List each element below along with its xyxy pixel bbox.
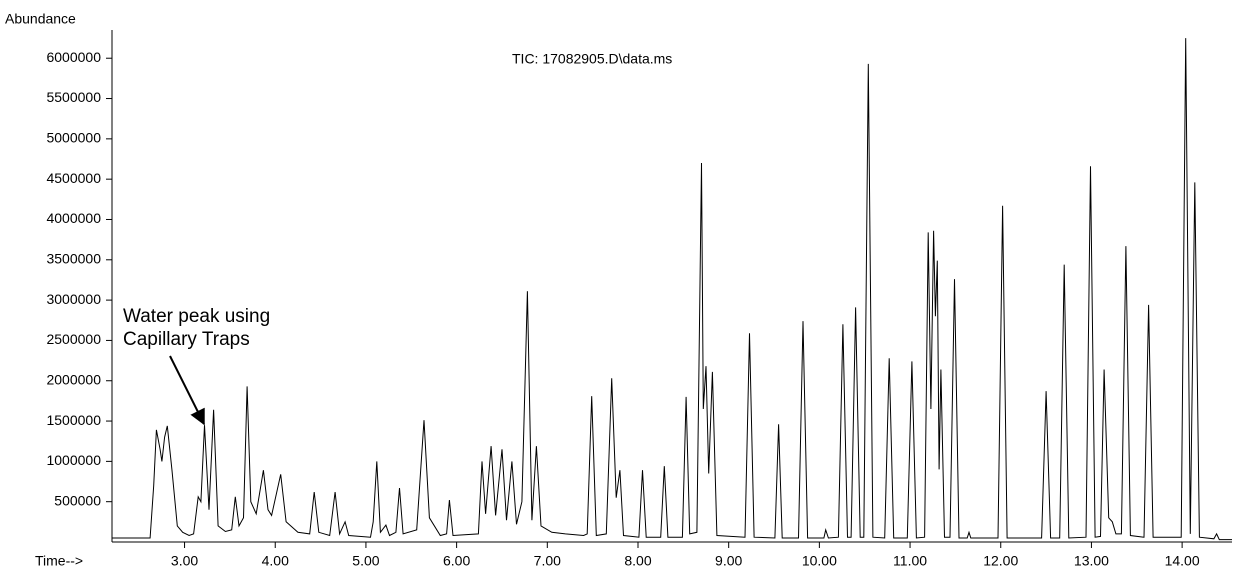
y-tick-label: 6000000	[46, 49, 101, 65]
y-tick-label: 500000	[54, 492, 101, 508]
y-tick-label: 2500000	[46, 331, 101, 347]
y-tick-label: 4500000	[46, 170, 101, 186]
x-tick-label: 13.00	[1074, 553, 1109, 569]
x-tick-label: 9.00	[715, 553, 742, 569]
x-tick-label: 11.00	[893, 553, 927, 569]
annotation: Capillary Traps	[123, 329, 250, 350]
x-tick-label: 12.00	[983, 553, 1018, 569]
y-tick-label: 4000000	[46, 210, 101, 226]
y-tick-label: 5500000	[46, 89, 101, 105]
x-tick-label: 8.00	[624, 553, 651, 569]
trace	[112, 38, 1232, 541]
x-axis-label: Time-->	[35, 553, 83, 569]
x-tick-label: 3.00	[171, 553, 198, 569]
y-tick-label: 5000000	[46, 130, 101, 146]
y-tick-label: 3500000	[46, 250, 101, 266]
x-tick-label: 5.00	[352, 553, 379, 569]
y-tick-label: 1000000	[46, 452, 101, 468]
annotation-arrow	[169, 355, 205, 426]
chart-title: TIC: 17082905.D\data.ms	[512, 51, 672, 67]
x-tick-label: 6.00	[443, 553, 470, 569]
annotation: Water peak using	[123, 306, 270, 327]
x-tick-label: 10.00	[802, 553, 837, 569]
y-tick-label: 3000000	[46, 291, 101, 307]
x-tick-label: 4.00	[262, 553, 289, 569]
x-tick-label: 14.00	[1165, 553, 1200, 569]
x-tick-label: 7.00	[534, 553, 561, 569]
y-axis-label: Abundance	[5, 11, 76, 27]
y-tick-label: 1500000	[46, 412, 101, 428]
y-tick-label: 2000000	[46, 371, 101, 387]
